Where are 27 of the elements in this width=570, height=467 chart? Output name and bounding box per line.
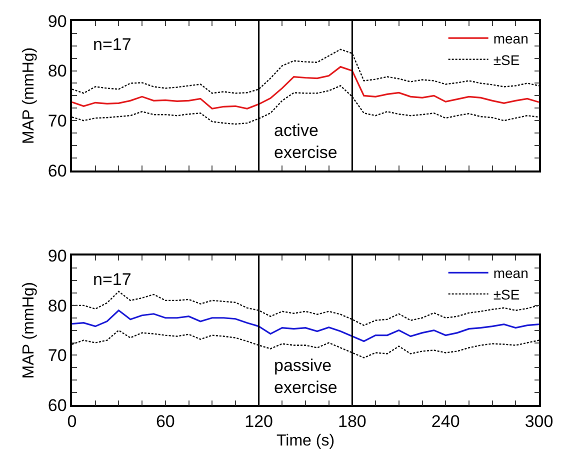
line-series — [72, 66, 539, 110]
x-tick-label: 180 — [338, 412, 366, 432]
y-tick-label: 90 — [48, 246, 67, 266]
y-tick-label: 60 — [48, 161, 67, 180]
y-tick-label: 80 — [48, 62, 67, 81]
annotation: n=17 — [93, 35, 132, 54]
legend-label: ±SE — [493, 52, 520, 68]
x-axis-title: Time (s) — [276, 432, 335, 450]
x-tick-label: 60 — [156, 412, 175, 432]
legend-label: ±SE — [493, 286, 520, 302]
y-axis-title: MAP (mmHg) — [20, 47, 38, 144]
annotation: n=17 — [93, 270, 132, 289]
x-tick-label: 0 — [67, 412, 77, 432]
x-tick-label: 300 — [524, 412, 554, 432]
y-tick-label: 60 — [48, 396, 67, 415]
legend-label: mean — [493, 265, 528, 282]
y-tick-label: 70 — [48, 346, 67, 366]
y-axis-title: MAP (mmHg) — [20, 282, 38, 379]
line-series — [72, 310, 539, 342]
y-tick-label: 80 — [48, 296, 67, 316]
x-tick-label: 240 — [431, 412, 460, 432]
annotation: active exercise — [274, 121, 338, 162]
x-tick-label: 120 — [244, 412, 273, 432]
annotation: passive exercise — [274, 356, 338, 398]
y-tick-label: 70 — [48, 112, 67, 131]
legend-label: mean — [493, 30, 528, 47]
y-tick-label: 90 — [48, 12, 67, 31]
